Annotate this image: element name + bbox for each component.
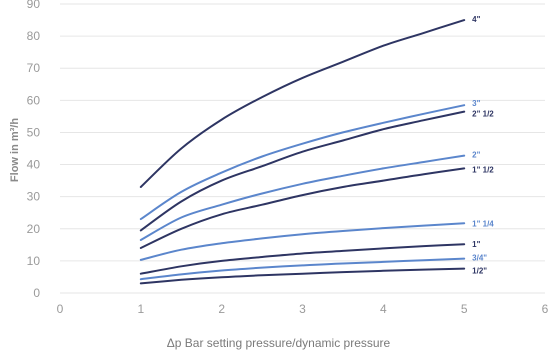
series-label: 1/2": [472, 267, 487, 276]
series-line: [139, 104, 466, 221]
y-tick-labels: 0 10 20 30 40 50 60 70 80 90: [27, 0, 41, 300]
series-line: [139, 267, 466, 285]
series-labels: 4" 3" 2" 1/2 2" 1" 1/2 1" 1/4 1" 3/4" 1/2": [472, 15, 494, 276]
x-tick-label: 0: [57, 302, 64, 316]
y-tick-label: 10: [27, 254, 41, 268]
x-tick-labels: 0 1 2 3 4 5 6: [57, 302, 549, 316]
series-lines: [139, 19, 466, 285]
series-label: 1": [472, 240, 480, 249]
series-line: [139, 167, 466, 249]
y-tick-label: 30: [27, 190, 41, 204]
y-tick-label: 50: [27, 125, 41, 139]
y-tick-label: 70: [27, 61, 41, 75]
series-line: [139, 154, 466, 241]
y-tick-label: 90: [27, 0, 41, 11]
x-tick-label: 4: [380, 302, 387, 316]
x-tick-label: 6: [542, 302, 549, 316]
series-line: [139, 222, 466, 261]
x-axis-label: Δp Bar setting pressure/dynamic pressure: [166, 336, 391, 350]
y-axis-label: Flow in m³/h: [9, 118, 21, 182]
grid-lines: [60, 3, 545, 294]
series-line: [139, 257, 466, 281]
series-label: 2": [472, 151, 480, 160]
x-tick-label: 1: [137, 302, 144, 316]
y-tick-label: 40: [27, 158, 41, 172]
series-label: 3/4": [472, 254, 487, 263]
series-label: 2" 1/2: [472, 110, 494, 119]
y-tick-label: 0: [33, 286, 40, 300]
series-line: [139, 243, 466, 275]
x-tick-label: 2: [218, 302, 225, 316]
y-tick-label: 20: [27, 222, 41, 236]
series-line: [139, 110, 466, 232]
series-label: 4": [472, 15, 480, 24]
x-tick-label: 5: [461, 302, 468, 316]
x-tick-label: 3: [299, 302, 306, 316]
series-label: 1" 1/4: [472, 219, 494, 228]
series-label: 1" 1/2: [472, 165, 494, 174]
y-tick-label: 80: [27, 29, 41, 43]
series-line: [139, 19, 466, 188]
y-tick-label: 60: [27, 93, 41, 107]
series-label: 3": [472, 99, 480, 108]
